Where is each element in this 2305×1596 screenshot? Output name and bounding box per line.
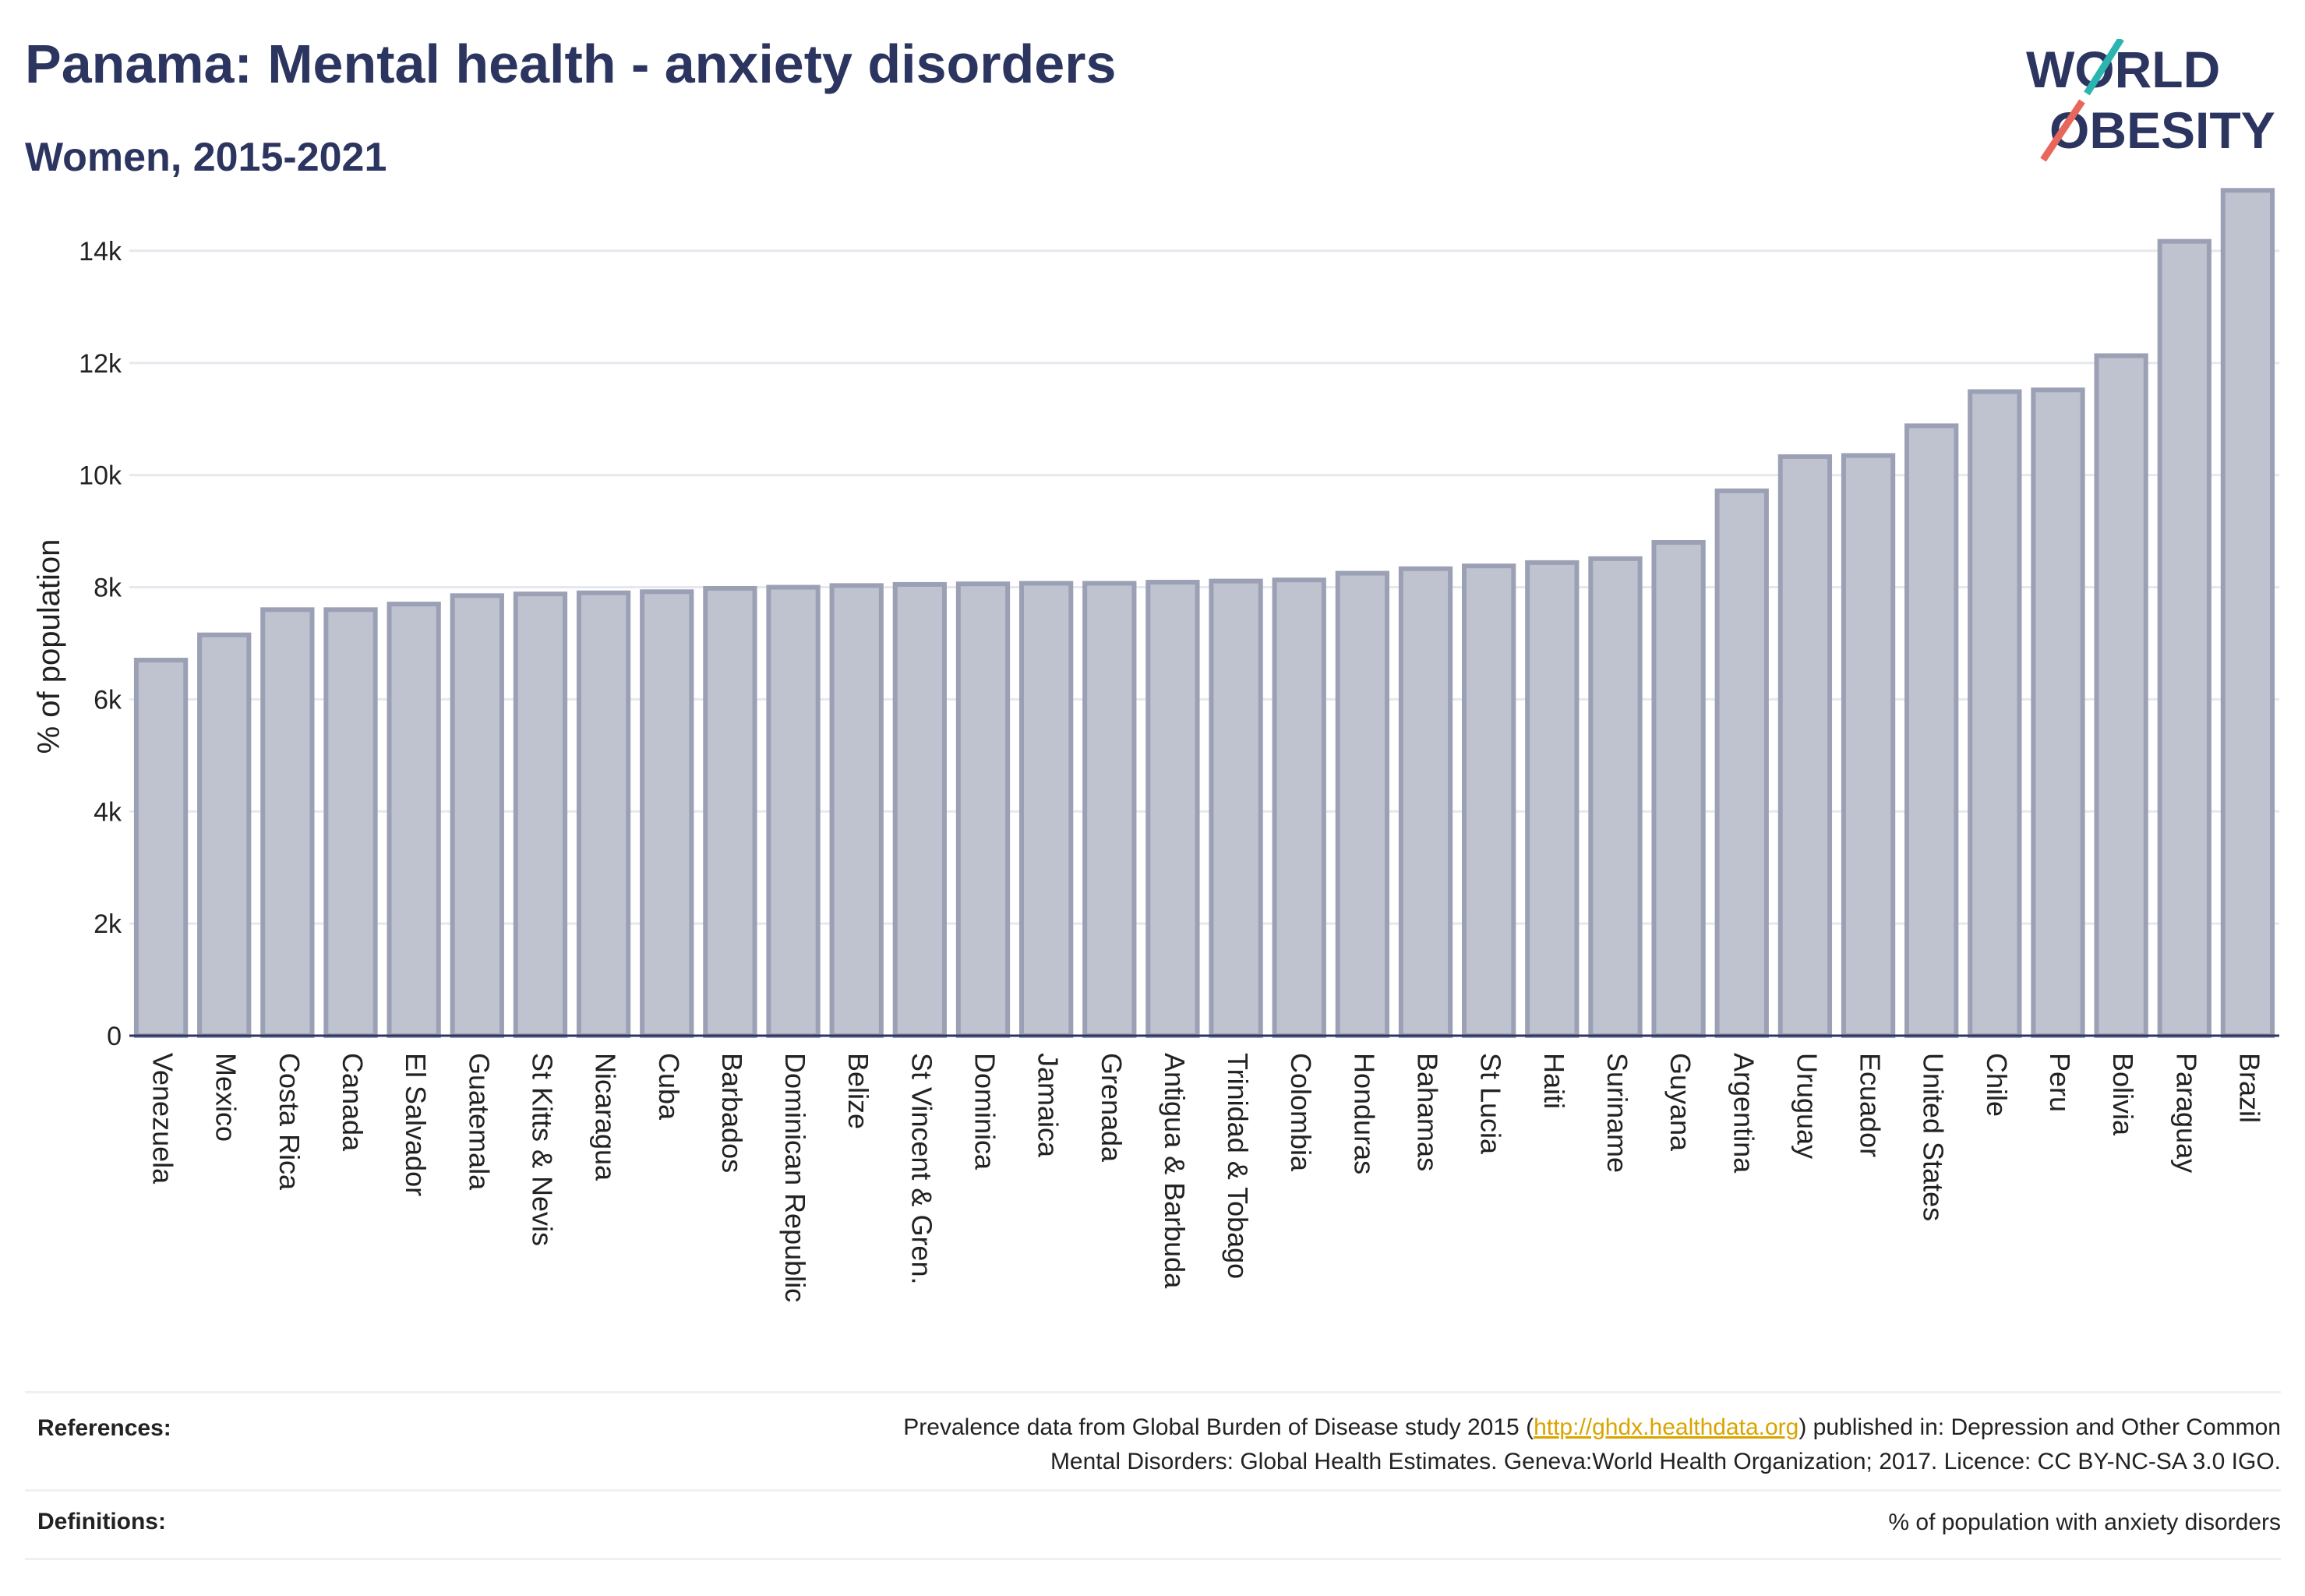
x-tick-label: St Vincent & Gren. bbox=[905, 1053, 937, 1285]
y-tick-label: 4k bbox=[94, 797, 122, 827]
chart-title: Panama: Mental health - anxiety disorder… bbox=[25, 34, 1117, 94]
x-tick-label: El Salvador bbox=[400, 1053, 432, 1196]
bar[interactable] bbox=[1841, 453, 1896, 1038]
bar[interactable] bbox=[1651, 539, 1706, 1038]
bar[interactable] bbox=[640, 589, 694, 1038]
x-tick-label: Suriname bbox=[1601, 1053, 1633, 1173]
bar[interactable] bbox=[1018, 581, 1074, 1038]
bar[interactable] bbox=[1082, 581, 1137, 1038]
bar[interactable] bbox=[323, 607, 378, 1038]
references-text-post: ) published in: Depression and Other Com… bbox=[1798, 1414, 2281, 1440]
x-tick-label: Guyana bbox=[1664, 1053, 1696, 1152]
x-tick-label: Costa Rica bbox=[274, 1053, 305, 1191]
bar[interactable] bbox=[260, 607, 315, 1038]
x-tick-label: Bahamas bbox=[1412, 1053, 1444, 1171]
x-tick-label: Jamaica bbox=[1032, 1053, 1064, 1158]
x-tick-label: Belize bbox=[842, 1053, 874, 1129]
bar[interactable] bbox=[1714, 488, 1769, 1038]
bar[interactable] bbox=[513, 591, 568, 1038]
bar[interactable] bbox=[1904, 423, 1959, 1038]
x-tick-label: Argentina bbox=[1728, 1053, 1760, 1174]
bar[interactable] bbox=[450, 593, 504, 1038]
bar-chart: 0 2k 4k 6k 8k 10k 12k 14k Venezuela Mexico Costa … bbox=[32, 188, 2279, 1302]
bar[interactable] bbox=[2157, 238, 2211, 1039]
bar[interactable] bbox=[1145, 580, 1200, 1038]
x-tick-label: United States bbox=[1918, 1053, 1950, 1221]
logo-line2: OBESITY bbox=[2049, 101, 2275, 159]
y-tick-label: 2k bbox=[94, 909, 122, 939]
world-obesity-logo: WORLD OBESITY bbox=[2026, 39, 2275, 162]
y-tick-label: 6k bbox=[94, 685, 122, 715]
y-tick-label: 8k bbox=[94, 574, 122, 603]
x-tick-label: Venezuela bbox=[147, 1053, 179, 1185]
x-tick-label: Nicaragua bbox=[590, 1053, 622, 1181]
bar[interactable] bbox=[1272, 577, 1326, 1038]
x-tick-label: Grenada bbox=[1096, 1053, 1128, 1163]
bar[interactable] bbox=[2220, 188, 2275, 1038]
bar[interactable] bbox=[1968, 389, 2022, 1038]
logo-slash-red bbox=[2040, 99, 2085, 162]
x-tick-label: St Lucia bbox=[1475, 1053, 1507, 1155]
x-tick-label: Paraguay bbox=[2170, 1053, 2202, 1173]
bar[interactable] bbox=[2094, 353, 2148, 1038]
bar[interactable] bbox=[133, 658, 189, 1039]
x-tick-label: Chile bbox=[1981, 1053, 2013, 1117]
bar[interactable] bbox=[1777, 454, 1833, 1038]
x-tick-label: Bolivia bbox=[2107, 1053, 2139, 1136]
chart-subtitle: Women, 2015-2021 bbox=[25, 135, 387, 180]
references-row: References: Prevalence data from Global … bbox=[25, 1391, 2281, 1491]
y-axis-ticks: 0 2k 4k 6k 8k 10k 12k 14k bbox=[79, 237, 122, 1051]
definitions-label: Definitions: bbox=[37, 1509, 166, 1534]
x-tick-label: Ecuador bbox=[1855, 1053, 1887, 1157]
x-tick-label: Guatemala bbox=[463, 1053, 495, 1191]
y-axis-label: % of population bbox=[32, 539, 66, 754]
references-text: Prevalence data from Global Burden of Di… bbox=[903, 1411, 2281, 1479]
definitions-row: Definitions: % of population with anxiet… bbox=[25, 1489, 2281, 1560]
bar[interactable] bbox=[829, 583, 884, 1038]
x-tick-label: Dominican Republic bbox=[779, 1053, 811, 1302]
y-tick-label: 14k bbox=[79, 237, 122, 267]
y-tick-label: 12k bbox=[79, 349, 122, 379]
references-label: References: bbox=[37, 1415, 171, 1441]
bar[interactable] bbox=[955, 581, 1011, 1038]
logo-slash-teal bbox=[2084, 39, 2124, 96]
x-tick-label: Trinidad & Tobago bbox=[1222, 1053, 1254, 1279]
bar[interactable] bbox=[892, 581, 947, 1038]
definitions-text: % of population with anxiety disorders bbox=[1888, 1509, 2281, 1535]
x-tick-label: Barbados bbox=[716, 1053, 748, 1173]
x-tick-label: Haiti bbox=[1538, 1053, 1570, 1109]
x-tick-label: Canada bbox=[337, 1053, 369, 1152]
bar[interactable] bbox=[387, 602, 441, 1038]
bar[interactable] bbox=[1462, 563, 1516, 1038]
x-tick-label: St Kitts & Nevis bbox=[526, 1053, 558, 1246]
bars bbox=[133, 188, 2275, 1039]
x-tick-label: Colombia bbox=[1285, 1053, 1317, 1172]
x-tick-label: Antigua & Barbuda bbox=[1159, 1053, 1191, 1289]
x-axis-ticks: Venezuela Mexico Costa Rica Canada El Salvad… bbox=[147, 1053, 2266, 1302]
x-tick-label: Peru bbox=[2044, 1053, 2076, 1112]
bar[interactable] bbox=[1398, 566, 1453, 1038]
y-tick-label: 0 bbox=[107, 1022, 122, 1051]
x-tick-label: Honduras bbox=[1348, 1053, 1380, 1174]
bar[interactable] bbox=[1335, 570, 1390, 1038]
bar[interactable] bbox=[766, 584, 821, 1038]
x-tick-label: Brazil bbox=[2233, 1053, 2265, 1123]
bar[interactable] bbox=[1588, 556, 1643, 1038]
bar[interactable] bbox=[2031, 387, 2085, 1038]
x-tick-label: Dominica bbox=[969, 1053, 1001, 1171]
bar[interactable] bbox=[1525, 560, 1580, 1038]
x-tick-label: Mexico bbox=[210, 1053, 242, 1142]
bar[interactable] bbox=[197, 632, 252, 1038]
bar[interactable] bbox=[1209, 578, 1263, 1038]
references-link[interactable]: http://ghdx.healthdata.org bbox=[1534, 1414, 1799, 1440]
bar[interactable] bbox=[703, 585, 757, 1038]
y-tick-label: 10k bbox=[79, 461, 122, 491]
x-tick-label: Cuba bbox=[653, 1053, 685, 1121]
bar[interactable] bbox=[576, 590, 631, 1038]
references-line2: Mental Disorders: Global Health Estimate… bbox=[1050, 1449, 2281, 1474]
footer: References: Prevalence data from Global … bbox=[25, 1391, 2281, 1560]
x-tick-label: Uruguay bbox=[1791, 1053, 1823, 1159]
references-text-pre: Prevalence data from Global Burden of Di… bbox=[903, 1414, 1534, 1440]
logo-line1: WORLD bbox=[2026, 41, 2220, 98]
